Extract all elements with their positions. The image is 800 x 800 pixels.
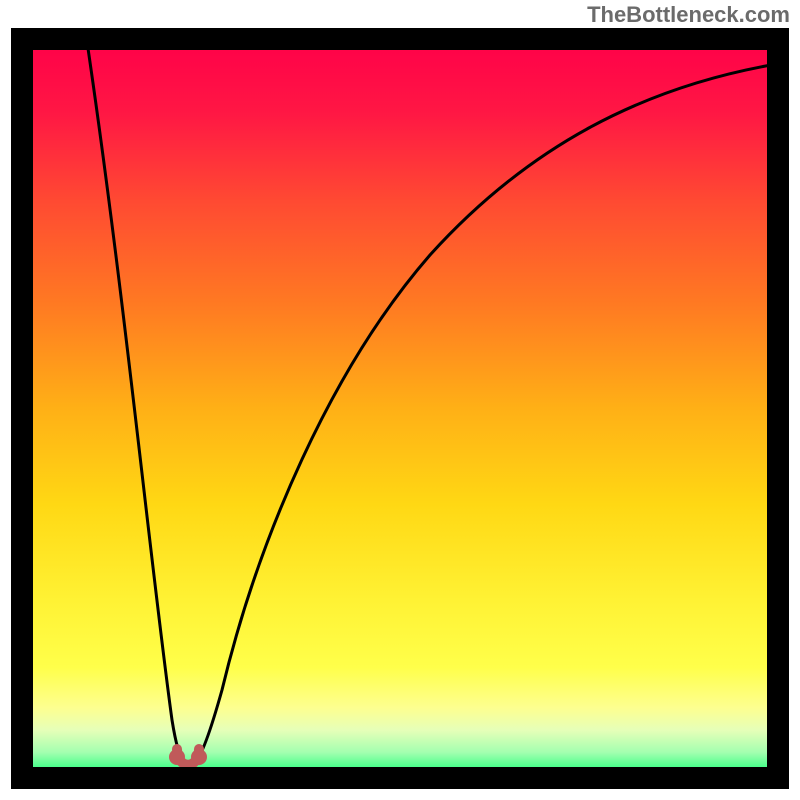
watermark-text: TheBottleneck.com <box>587 2 790 28</box>
endpoint-marker <box>191 749 207 765</box>
bottleneck-chart <box>0 0 800 800</box>
chart-stage: TheBottleneck.com <box>0 0 800 800</box>
endpoint-marker <box>169 749 185 765</box>
